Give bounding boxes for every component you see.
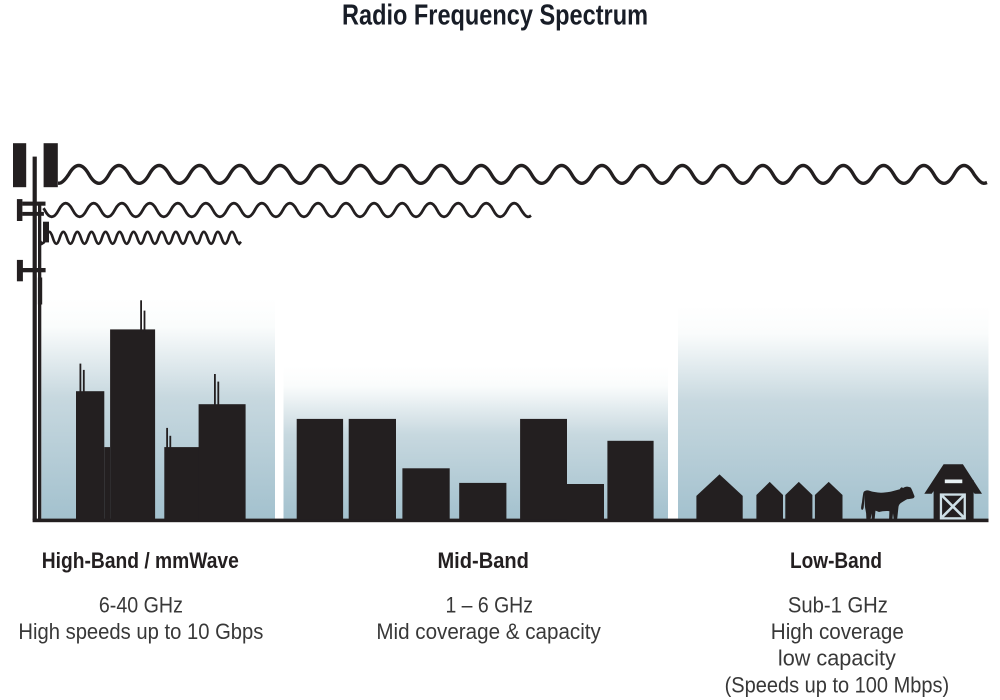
svg-text:High-Band / mmWave: High-Band / mmWave [42, 548, 239, 573]
svg-text:Mid coverage & capacity: Mid coverage & capacity [376, 619, 601, 644]
svg-text:low capacity: low capacity [778, 646, 896, 671]
svg-text:High coverage: High coverage [771, 619, 904, 644]
svg-text:Sub-1 GHz: Sub-1 GHz [788, 592, 888, 617]
svg-text:Radio Frequency Spectrum: Radio Frequency Spectrum [342, 0, 648, 32]
svg-text:1 – 6 GHz: 1 – 6 GHz [445, 592, 533, 617]
svg-text:High speeds up to 10 Gbps: High speeds up to 10 Gbps [18, 619, 263, 644]
svg-text:Mid-Band: Mid-Band [437, 548, 529, 573]
svg-text:Low-Band: Low-Band [790, 548, 882, 573]
svg-text:6-40 GHz: 6-40 GHz [99, 592, 183, 617]
svg-text:(Speeds up to 100 Mbps): (Speeds up to 100 Mbps) [725, 672, 950, 697]
